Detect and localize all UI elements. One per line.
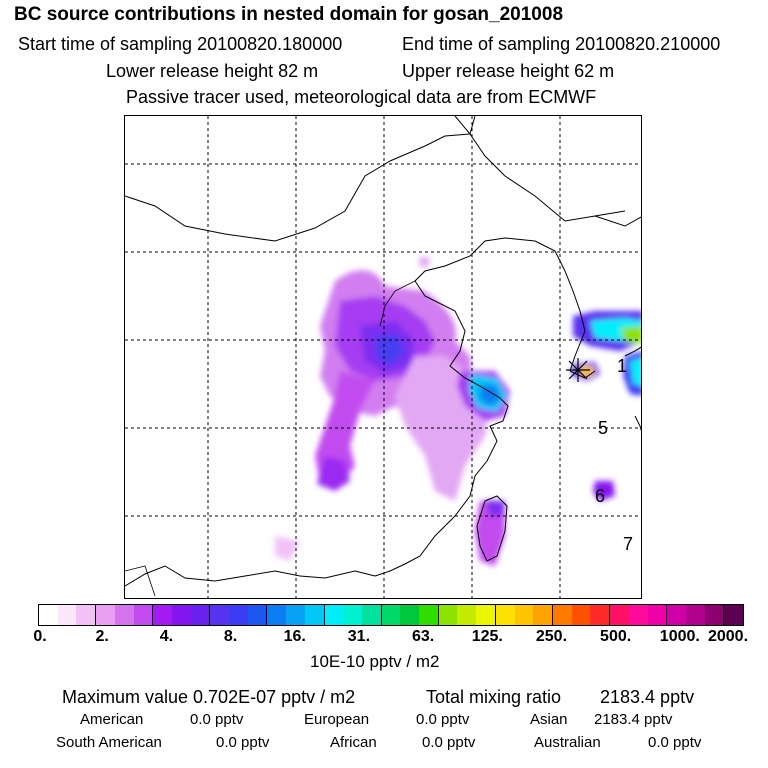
- color-scale-tick-label: 0.: [33, 628, 47, 645]
- color-scale-segment: [514, 605, 534, 625]
- color-scale-tick-label: 1000.: [659, 628, 700, 645]
- color-scale-unit: 10E-10 pptv / m2: [310, 652, 440, 671]
- plot-title: BC source contributions in nested domain…: [14, 4, 564, 25]
- color-scale-segment: [266, 605, 287, 625]
- color-scale-segment: [571, 605, 591, 625]
- lower-release-label: Lower release height 82 m: [106, 61, 319, 81]
- map-label-6: 6: [595, 486, 606, 506]
- color-scale-segment: [704, 605, 724, 625]
- color-scale-segment: [590, 605, 610, 625]
- american-label: American: [80, 711, 144, 728]
- asian-label: Asian: [530, 711, 568, 728]
- color-scale-segment: [152, 605, 172, 625]
- color-scale-segment: [437, 605, 458, 625]
- color-scale-ticks: 0. 2. 4. 8. 16. 31. 63. 125. 250. 500. 1000. 2000.: [0, 628, 768, 648]
- color-scale-segment: [286, 605, 305, 625]
- color-scale-segment: [533, 605, 552, 625]
- south-american-label: South American: [56, 734, 162, 751]
- color-scale-segment: [304, 605, 324, 625]
- color-scale-segment: [476, 605, 495, 625]
- admin-borders: [125, 280, 416, 597]
- map-label-1: 1: [617, 356, 628, 376]
- color-scale-segment: [361, 605, 381, 625]
- color-scale-segment: [551, 605, 572, 625]
- color-scale-tick-label: 31.: [347, 628, 371, 645]
- color-scale-tick-label: 4.: [159, 628, 174, 645]
- color-scale-segment: [323, 605, 344, 625]
- color-scale-segment: [723, 605, 744, 625]
- color-scale-tick-label: 250.: [535, 628, 568, 645]
- color-scale-tick-label: 63.: [411, 628, 435, 645]
- tracer-note: Passive tracer used, meteorological data…: [126, 87, 597, 107]
- color-scale-tick-label: 2.: [95, 628, 109, 645]
- color-scale-segment: [400, 605, 420, 625]
- color-scale-segment: [190, 605, 210, 625]
- asian-value: 2183.4 pptv: [594, 711, 673, 728]
- african-label: African: [330, 734, 377, 751]
- upper-release-label: Upper release height 62 m: [402, 61, 615, 81]
- color-scale-segment: [343, 605, 362, 625]
- color-scale-segment: [39, 605, 58, 625]
- start-time-label: Start time of sampling 20100820.180000: [18, 34, 343, 54]
- color-scale-segment: [247, 605, 267, 625]
- south-american-value: 0.0 pptv: [216, 734, 270, 751]
- map-canvas: [125, 116, 641, 598]
- color-scale-tick-label: 2000.: [707, 628, 749, 645]
- color-scale-tick-label: 16.: [283, 628, 306, 645]
- map-panel: 1 5 6 7: [124, 115, 642, 599]
- color-scale-segment: [685, 605, 705, 625]
- total-mixing-label: Total mixing ratio: [426, 687, 562, 707]
- color-scale-segment: [171, 605, 191, 625]
- color-scale-tick-label: 500.: [600, 628, 632, 645]
- color-scale-segment: [114, 605, 134, 625]
- american-value: 0.0 pptv: [190, 711, 244, 728]
- color-scale-tick-label: 8.: [223, 628, 238, 645]
- color-scale-bar: [38, 604, 744, 626]
- european-label: European: [304, 711, 370, 728]
- coastlines: [125, 116, 641, 587]
- color-scale-segment: [133, 605, 153, 625]
- color-scale-segment: [95, 605, 115, 625]
- color-scale-segment: [209, 605, 230, 625]
- concentration-field: [275, 256, 641, 566]
- color-scale-segment: [609, 605, 629, 625]
- color-scale-tick-label: 125.: [471, 628, 503, 645]
- color-scale-segment: [666, 605, 686, 625]
- australian-label: Australian: [534, 734, 601, 751]
- european-value: 0.0 pptv: [416, 711, 470, 728]
- color-scale-segment: [494, 605, 515, 625]
- african-value: 0.0 pptv: [422, 734, 476, 751]
- color-scale-segment: [457, 605, 477, 625]
- lat-lon-grid: [125, 116, 641, 598]
- max-value-label: Maximum value 0.702E-07 pptv / m2: [62, 687, 356, 707]
- color-scale-segment: [76, 605, 96, 625]
- receptor-marker-icon: [566, 358, 590, 382]
- end-time-label: End time of sampling 20100820.210000: [402, 34, 721, 54]
- color-scale-segment: [380, 605, 401, 625]
- color-scale-segment: [628, 605, 648, 625]
- color-scale-segment: [229, 605, 248, 625]
- map-label-7: 7: [623, 534, 634, 554]
- color-scale-segment: [419, 605, 438, 625]
- australian-value: 0.0 pptv: [648, 734, 702, 751]
- map-label-5: 5: [598, 418, 609, 438]
- color-scale-segment: [647, 605, 667, 625]
- color-scale-segment: [57, 605, 77, 625]
- total-mixing-value: 2183.4 pptv: [600, 687, 695, 707]
